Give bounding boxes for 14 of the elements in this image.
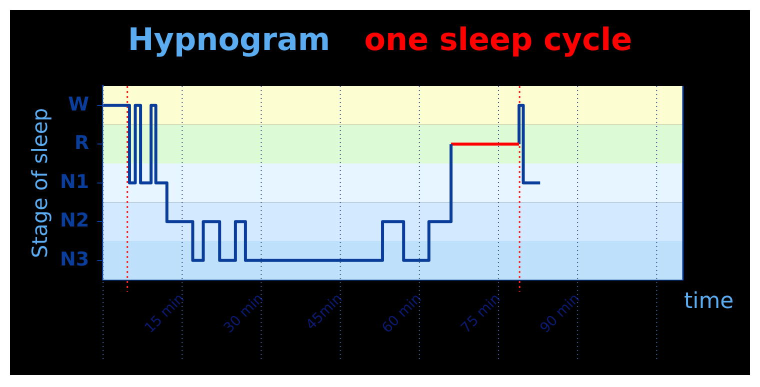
category-label: N3: [60, 248, 90, 270]
x-tick-label: 60 min: [379, 290, 425, 336]
x-tick-label: 30 min: [220, 290, 267, 336]
x-tick-label: 90 min: [537, 290, 583, 336]
category-label: N2: [60, 210, 90, 232]
text: one sleep cycle: [364, 22, 632, 58]
category-label: N1: [60, 170, 90, 193]
x-tick-label: 15 min: [142, 290, 188, 336]
category-label: W: [68, 93, 90, 116]
y-axis-title: Stage of sleep: [28, 108, 52, 258]
x-tick-label: 75 min: [458, 290, 504, 336]
x-axis-title: time: [684, 289, 734, 314]
chart-title: Hypnogram: [128, 22, 330, 58]
category-label: R: [74, 132, 90, 154]
